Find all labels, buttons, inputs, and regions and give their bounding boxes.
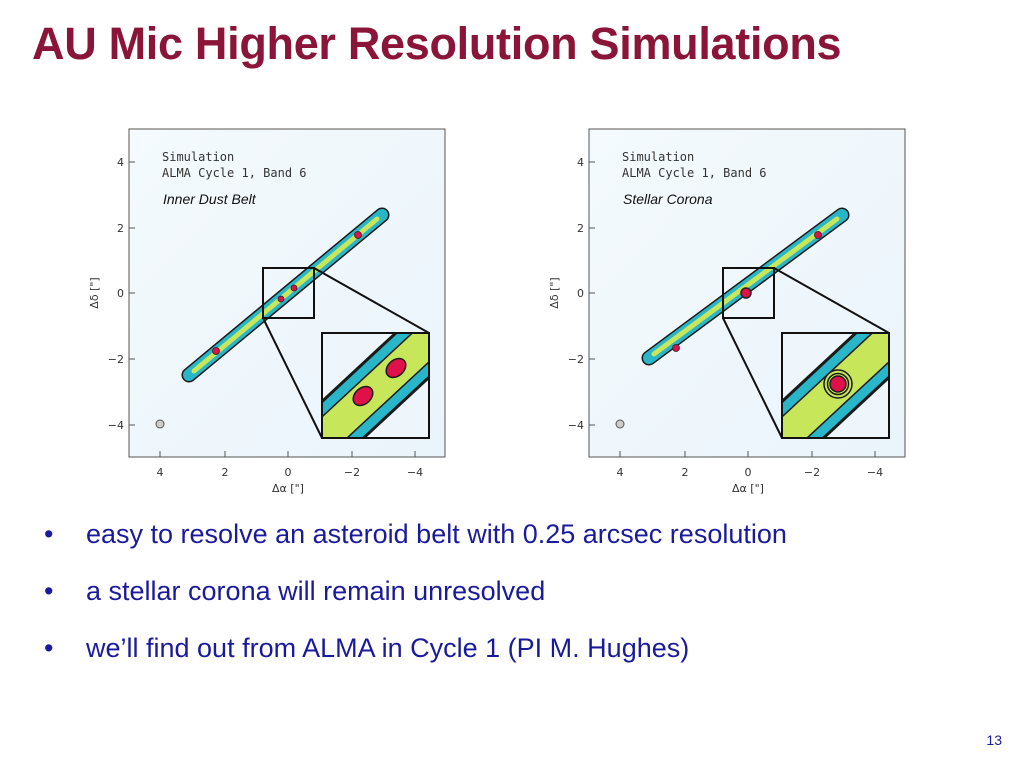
svg-text:−2: −2 bbox=[804, 466, 820, 479]
simulation-header: Simulation bbox=[622, 150, 694, 164]
svg-text:−4: −4 bbox=[407, 466, 423, 479]
bullet-list: • easy to resolve an asteroid belt with 0… bbox=[44, 514, 787, 685]
zoom-connector bbox=[262, 317, 323, 439]
svg-text:2: 2 bbox=[577, 222, 584, 235]
zoom-connector bbox=[722, 317, 783, 439]
disk-emission bbox=[641, 207, 850, 366]
svg-text:2: 2 bbox=[117, 222, 124, 235]
svg-text:4: 4 bbox=[617, 466, 624, 479]
y-tick-labels: 4 2 0 −2 −4 bbox=[108, 156, 124, 432]
bullet-text: we’ll find out from ALMA in Cycle 1 (PI … bbox=[86, 633, 690, 663]
zoom-region-box bbox=[262, 267, 315, 319]
bullet-marker: • bbox=[44, 633, 54, 663]
beam-ellipse bbox=[155, 419, 165, 429]
svg-text:0: 0 bbox=[577, 287, 584, 300]
svg-text:−2: −2 bbox=[344, 466, 360, 479]
disk-emission bbox=[181, 207, 390, 383]
axis-ticks bbox=[589, 161, 876, 457]
svg-text:2: 2 bbox=[682, 466, 689, 479]
svg-text:4: 4 bbox=[157, 466, 164, 479]
svg-text:4: 4 bbox=[117, 156, 124, 169]
svg-text:2: 2 bbox=[222, 466, 229, 479]
simulation-panel-inner-dust-belt: Simulation ALMA Cycle 1, Band 6 Inner Du… bbox=[82, 118, 452, 498]
bullet-text: easy to resolve an asteroid belt with 0.… bbox=[86, 519, 787, 549]
x-tick-labels: 4 2 0 −2 −4 bbox=[157, 466, 424, 479]
simulation-header: Simulation bbox=[162, 150, 234, 164]
bullet-text: a stellar corona will remain unresolved bbox=[86, 576, 546, 606]
x-axis-label: Δα ["] bbox=[732, 482, 764, 495]
x-axis-label: Δα ["] bbox=[272, 482, 304, 495]
bullet-marker: • bbox=[44, 576, 54, 606]
svg-text:0: 0 bbox=[285, 466, 292, 479]
bullet-item: • we’ll find out from ALMA in Cycle 1 (PI… bbox=[44, 628, 787, 685]
page-number: 13 bbox=[986, 732, 1002, 748]
svg-text:−4: −4 bbox=[568, 419, 584, 432]
bullet-marker: • bbox=[44, 519, 54, 549]
x-tick-labels: 4 2 0 −2 −4 bbox=[617, 466, 884, 479]
simulation-panel-stellar-corona: Simulation ALMA Cycle 1, Band 6 Stellar … bbox=[542, 118, 912, 498]
instrument-header: ALMA Cycle 1, Band 6 bbox=[162, 166, 307, 180]
svg-text:0: 0 bbox=[745, 466, 752, 479]
svg-text:0: 0 bbox=[117, 287, 124, 300]
zoom-connector bbox=[313, 267, 430, 334]
bullet-item: • a stellar corona will remain unresolved bbox=[44, 571, 787, 628]
bullet-item: • easy to resolve an asteroid belt with 0… bbox=[44, 514, 787, 571]
instrument-header: ALMA Cycle 1, Band 6 bbox=[622, 166, 767, 180]
svg-text:−4: −4 bbox=[867, 466, 883, 479]
panel-label: Stellar Corona bbox=[623, 191, 713, 207]
svg-text:−2: −2 bbox=[108, 353, 124, 366]
y-tick-labels: 4 2 0 −2 −4 bbox=[568, 156, 584, 432]
svg-text:−4: −4 bbox=[108, 419, 124, 432]
contour-map-stellar-corona: Simulation ALMA Cycle 1, Band 6 Stellar … bbox=[548, 128, 906, 495]
zoom-inset bbox=[321, 332, 430, 439]
contour-map-inner-dust-belt: Simulation ALMA Cycle 1, Band 6 Inner Du… bbox=[88, 128, 446, 495]
slide-title: AU Mic Higher Resolution Simulations bbox=[32, 18, 842, 69]
y-axis-label: Δδ ["] bbox=[548, 277, 561, 308]
beam-ellipse bbox=[615, 419, 625, 429]
axis-ticks bbox=[129, 161, 416, 457]
y-axis-label: Δδ ["] bbox=[88, 277, 101, 308]
svg-text:−2: −2 bbox=[568, 353, 584, 366]
zoom-connector bbox=[773, 267, 890, 334]
zoom-region-box bbox=[722, 267, 775, 319]
svg-text:4: 4 bbox=[577, 156, 584, 169]
zoom-inset bbox=[781, 332, 890, 439]
panel-label: Inner Dust Belt bbox=[163, 191, 257, 207]
